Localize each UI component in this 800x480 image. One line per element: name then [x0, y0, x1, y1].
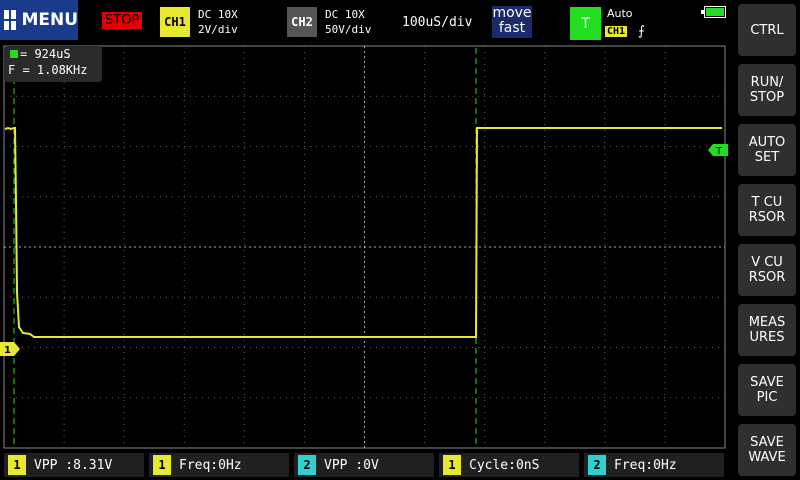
- trigger-marker-label: T: [715, 146, 723, 157]
- move-mode-button[interactable]: move fast: [492, 6, 532, 38]
- cursor-readout: = 924uS F = 1.08KHz: [4, 46, 102, 82]
- measurement-5[interactable]: 2 Freq:0Hz: [584, 453, 724, 477]
- meas-text: Freq:0Hz: [614, 457, 677, 473]
- trigger-source: CH1: [605, 26, 628, 37]
- move-mode-label: move fast: [492, 5, 532, 36]
- run-state-badge[interactable]: STOP: [102, 12, 143, 29]
- menu-grid-icon: [4, 10, 17, 30]
- ch1-marker-label: 1: [4, 345, 11, 356]
- measurement-3[interactable]: 2 VPP :0V: [294, 453, 434, 477]
- measurement-2[interactable]: 1 Freq:0Hz: [149, 453, 289, 477]
- t-cursor-button[interactable]: T CU RSOR: [738, 184, 796, 236]
- ch1-scale: 2V/div: [198, 23, 238, 36]
- save-wave-button[interactable]: SAVE WAVE: [738, 424, 796, 476]
- meas-ch-badge: 2: [588, 455, 606, 475]
- meas-ch-badge: 1: [443, 455, 461, 475]
- ch2-coupling: DC 10X: [325, 8, 365, 21]
- cursor-marker-icon: [10, 50, 18, 58]
- trigger-mode: Auto: [607, 7, 633, 20]
- ch1-coupling: DC 10X: [198, 8, 238, 21]
- menu-label: MENU: [21, 10, 78, 30]
- trigger-badge[interactable]: T: [570, 7, 601, 40]
- cursor-dt: = 924uS: [20, 47, 71, 61]
- ctrl-button[interactable]: CTRL: [738, 4, 796, 56]
- v-cursor-button[interactable]: V CU RSOR: [738, 244, 796, 296]
- cursor-dt-row: = 924uS: [8, 46, 102, 62]
- save-pic-button[interactable]: SAVE PIC: [738, 364, 796, 416]
- ch1-badge[interactable]: CH1: [160, 7, 190, 37]
- cursor-freq: F = 1.08KHz: [8, 63, 88, 77]
- menu-button[interactable]: MENU: [0, 0, 78, 40]
- meas-text: VPP :0V: [324, 457, 379, 473]
- ch2-scale: 50V/div: [325, 23, 372, 36]
- trigger-level-marker[interactable]: T: [708, 144, 728, 157]
- ch1-marker-shape: [0, 342, 20, 356]
- meas-text: Cycle:0nS: [469, 457, 540, 473]
- ch2-badge[interactable]: CH2: [287, 7, 317, 37]
- measurement-1[interactable]: 1 VPP :8.31V: [4, 453, 144, 477]
- ch1-info: DC 10X 2V/div: [198, 7, 238, 37]
- timebase-label[interactable]: 100uS/div: [402, 15, 473, 30]
- auto-set-button[interactable]: AUTO SET: [738, 124, 796, 176]
- trigger-marker-shape: [708, 144, 728, 156]
- meas-ch-badge: 1: [8, 455, 26, 475]
- meas-text: VPP :8.31V: [34, 457, 113, 473]
- battery-icon: [701, 6, 726, 18]
- grid: [4, 46, 725, 448]
- measurement-4[interactable]: 1 Cycle:0nS: [439, 453, 579, 477]
- meas-ch-badge: 2: [298, 455, 316, 475]
- measures-button[interactable]: MEAS URES: [738, 304, 796, 356]
- meas-ch-badge: 1: [153, 455, 171, 475]
- meas-text: Freq:0Hz: [179, 457, 242, 473]
- ch1-offset-marker[interactable]: 1: [0, 342, 20, 356]
- run-stop-button[interactable]: RUN/ STOP: [738, 64, 796, 116]
- falling-edge-icon: ⨍: [638, 24, 645, 39]
- ch1-waveform: [4, 126, 722, 338]
- scope-screen[interactable]: T 1: [0, 42, 728, 452]
- ch2-info: DC 10X 50V/div: [325, 7, 371, 37]
